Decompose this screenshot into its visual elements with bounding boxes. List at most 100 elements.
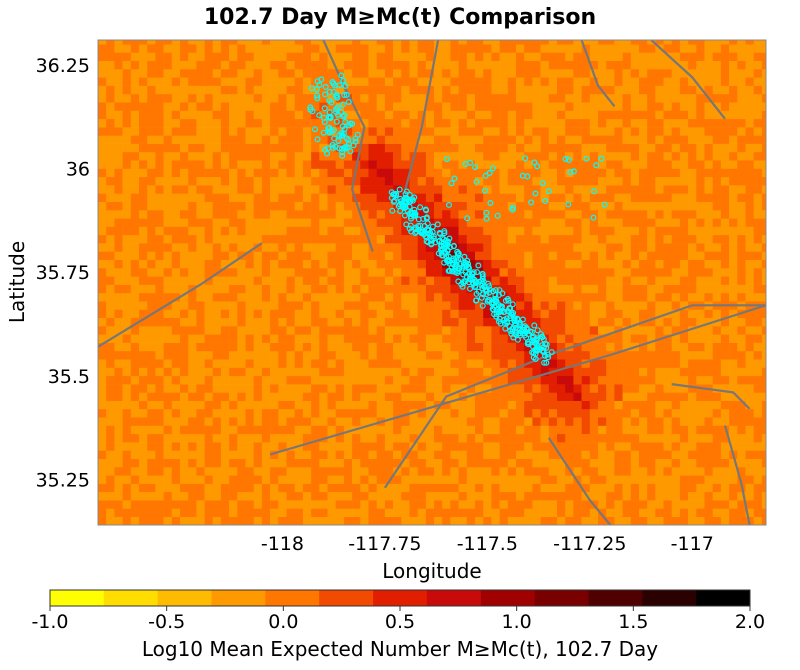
heatmap-cell — [745, 467, 754, 476]
heatmap-cell — [360, 350, 369, 360]
heatmap-cell — [106, 491, 115, 501]
heatmap-cell — [114, 516, 123, 525]
fault-line — [580, 40, 616, 107]
heatmap-cell — [147, 69, 156, 78]
heatmap-cell — [171, 40, 181, 45]
heatmap-cell — [491, 342, 500, 352]
heatmap-cell — [212, 185, 222, 194]
heatmap-cell — [417, 375, 427, 385]
heatmap-cell — [688, 218, 697, 227]
heatmap-cell — [393, 218, 402, 227]
heatmap-cell — [171, 268, 181, 277]
heatmap-cell — [163, 127, 173, 136]
heatmap-cell — [409, 102, 418, 111]
heatmap-cell — [327, 259, 336, 269]
heatmap-cell — [147, 276, 156, 285]
heatmap-cell — [311, 317, 320, 327]
heatmap-cell — [450, 69, 459, 78]
heatmap-cell — [737, 384, 746, 393]
heatmap-cell — [147, 301, 156, 310]
heatmap-cell — [679, 483, 689, 493]
heatmap-cell — [466, 491, 476, 501]
heatmap-cell — [598, 243, 607, 252]
heatmap-cell — [466, 193, 476, 202]
heatmap-cell — [139, 359, 148, 368]
heatmap-cell — [237, 268, 246, 277]
heatmap-cell — [729, 226, 738, 236]
heatmap-cell — [352, 359, 361, 368]
heatmap-cell — [278, 334, 287, 343]
heatmap-cell — [425, 259, 435, 269]
heatmap-cell — [516, 467, 525, 476]
heatmap-cell — [270, 334, 279, 343]
event-marker — [322, 91, 329, 98]
heatmap-cell — [622, 408, 632, 418]
heatmap-cell — [319, 168, 328, 178]
heatmap-cell — [253, 458, 263, 468]
heatmap-cell — [655, 317, 664, 327]
heatmap-cell — [647, 160, 656, 169]
heatmap-cell — [237, 516, 246, 525]
heatmap-cell — [401, 475, 410, 484]
heatmap-cell — [188, 442, 197, 451]
heatmap-cell — [204, 259, 214, 269]
heatmap-cell — [343, 375, 353, 385]
heatmap-cell — [606, 408, 615, 418]
heatmap-cell — [393, 450, 402, 459]
heatmap-cell — [130, 442, 140, 451]
heatmap-cell — [466, 475, 476, 484]
heatmap-cell — [499, 234, 509, 244]
heatmap-cell — [98, 151, 107, 161]
heatmap-cell — [753, 350, 763, 360]
heatmap-cell — [589, 243, 599, 252]
heatmap-cell — [417, 317, 427, 327]
heatmap-cell — [753, 317, 763, 327]
heatmap-cell — [458, 442, 468, 451]
heatmap-cell — [507, 193, 517, 202]
heatmap-cell — [647, 52, 656, 61]
heatmap-cell — [745, 176, 754, 186]
heatmap-cell — [163, 185, 173, 194]
heatmap-cell — [696, 193, 705, 202]
heatmap-cell — [540, 367, 550, 377]
heatmap-cell — [360, 44, 369, 53]
heatmap-cell — [679, 210, 689, 219]
heatmap-cell — [204, 483, 214, 493]
heatmap-cell — [335, 359, 345, 368]
heatmap-cell — [417, 193, 427, 202]
heatmap-cell — [475, 375, 484, 385]
heatmap-cell — [606, 176, 615, 186]
heatmap-cell — [598, 342, 607, 352]
heatmap-cell — [532, 425, 541, 435]
heatmap-cell — [639, 226, 648, 236]
heatmap-cell — [180, 367, 189, 377]
heatmap-cell — [761, 392, 766, 401]
heatmap-cell — [98, 69, 107, 78]
heatmap-cell — [532, 210, 541, 219]
heatmap-cell — [516, 342, 525, 352]
heatmap-cell — [114, 102, 123, 111]
heatmap-cell — [237, 375, 246, 385]
heatmap-cell — [114, 508, 123, 517]
heatmap-cell — [286, 243, 295, 252]
heatmap-cell — [745, 118, 754, 128]
heatmap-cell — [163, 143, 173, 153]
heatmap-cell — [302, 334, 312, 343]
heatmap-cell — [343, 309, 353, 318]
heatmap-cell — [188, 44, 197, 53]
heatmap-cell — [106, 226, 115, 236]
heatmap-cell — [360, 491, 369, 501]
heatmap-cell — [466, 367, 476, 377]
heatmap-cell — [212, 458, 222, 468]
heatmap-cell — [311, 60, 320, 70]
heatmap-cell — [237, 292, 246, 302]
heatmap-cell — [565, 118, 574, 128]
heatmap-cell — [352, 500, 361, 509]
heatmap-cell — [753, 210, 763, 219]
heatmap-cell — [573, 251, 582, 260]
heatmap-cell — [622, 44, 632, 53]
heatmap-cell — [507, 168, 517, 178]
heatmap-cell — [180, 60, 189, 70]
heatmap-cell — [720, 168, 730, 178]
heatmap-cell — [540, 185, 550, 194]
